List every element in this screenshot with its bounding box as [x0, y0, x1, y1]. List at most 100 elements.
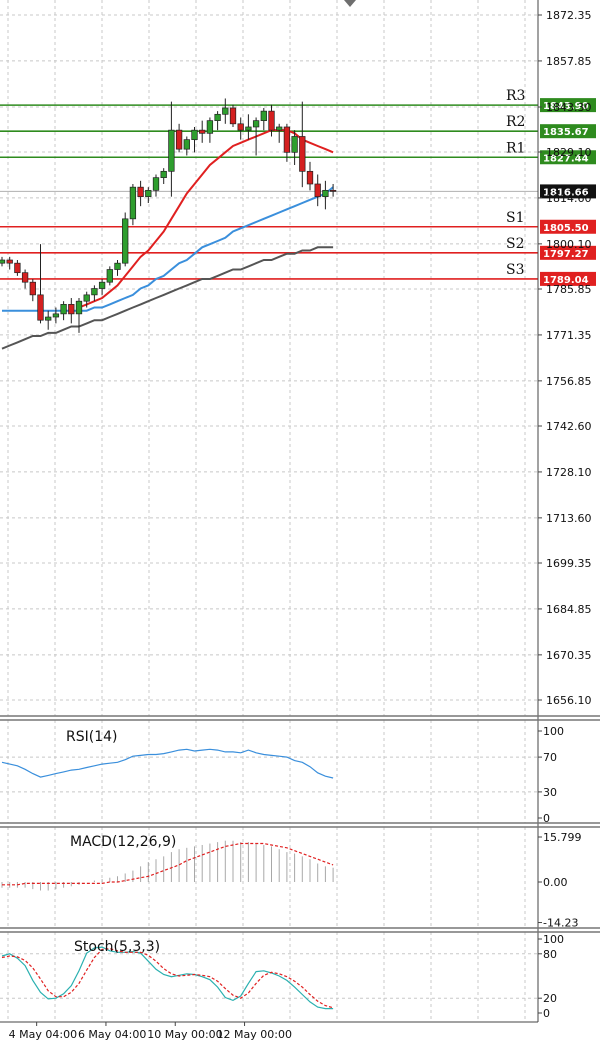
candle-body — [29, 281, 36, 296]
level-price-tag-label-r3: 1843.90 — [543, 101, 589, 112]
level-name-s3: S3 — [506, 262, 525, 278]
price-tick-label: 1656.10 — [546, 694, 592, 707]
current-price-tag-label: 1816.66 — [543, 187, 589, 198]
candlesticks — [0, 98, 337, 333]
candle-body — [191, 129, 198, 140]
price-tick-label: 1829.10 — [546, 146, 592, 159]
level-name-r3: R3 — [506, 88, 525, 104]
rsi-tick-label: 70 — [543, 751, 557, 764]
moving-average-line — [1, 246, 334, 350]
price-tick-label: 1728.10 — [546, 466, 592, 479]
candle-body — [122, 218, 129, 264]
price-tick-label: 1857.85 — [546, 55, 592, 68]
candle-body — [222, 107, 229, 115]
candle-body — [114, 262, 121, 270]
level-price-tag-r3 — [540, 98, 596, 113]
candle-body — [306, 170, 314, 185]
candle-body — [37, 294, 44, 321]
rsi-tick-label: 30 — [543, 786, 557, 799]
price-tick-label: 1843.30 — [546, 101, 592, 114]
candle-body — [137, 186, 144, 198]
moving-average-line — [78, 129, 334, 309]
candle-body — [52, 313, 60, 318]
stoch-tick-label: 80 — [543, 948, 557, 961]
candle-body — [14, 262, 21, 274]
price-tick-label: 1771.35 — [546, 329, 592, 342]
price-tick-label: 1699.35 — [546, 557, 592, 570]
level-price-tag-label-r1: 1827.44 — [543, 153, 589, 164]
level-price-tag-r2 — [540, 124, 596, 139]
candle-body — [299, 136, 306, 172]
support-resistance-levels: R3 1843.90 R2 1835.67 R1 1827.44 S1 1805.50 S2 17… — [0, 88, 596, 286]
price-tick-label: 1814.60 — [546, 192, 592, 205]
stoch-label: Stoch(5,3,3) — [74, 939, 160, 955]
rsi-label: RSI(14) — [66, 729, 117, 745]
candle-body — [291, 136, 298, 153]
candle-body — [145, 189, 152, 198]
stoch-tick-label: 100 — [543, 933, 564, 946]
time-tick-label: 6 May 04:00 — [78, 1028, 146, 1041]
candle-body — [75, 300, 83, 315]
time-tick-label: 12 May 00:00 — [217, 1028, 292, 1041]
level-name-s2: S2 — [506, 236, 525, 252]
macd-tick-label: 0.00 — [543, 876, 568, 889]
level-price-tag-label-s2: 1797.27 — [543, 249, 589, 260]
candle-body — [0, 259, 6, 264]
price-tick-label: 1756.85 — [546, 375, 592, 388]
candle-body — [160, 170, 167, 179]
candle-body — [268, 110, 275, 131]
candle-body — [168, 129, 175, 172]
candle-body — [252, 120, 260, 128]
candle-body — [6, 259, 13, 264]
level-name-r1: R1 — [506, 140, 525, 156]
candle-body — [68, 304, 75, 315]
candle-body — [214, 113, 221, 121]
candle-body — [237, 123, 244, 131]
grid — [0, 0, 538, 1022]
price-tick-label: 1800.10 — [546, 238, 592, 251]
level-price-tag-r1 — [540, 150, 596, 165]
price-tick-label: 1872.35 — [546, 9, 592, 22]
level-price-tag-s3 — [540, 271, 596, 286]
chart-shift-marker[interactable] — [344, 0, 356, 7]
candle-body — [175, 129, 183, 150]
candle-body — [45, 316, 52, 321]
candle-body — [98, 281, 106, 289]
rsi-tick-label: 100 — [543, 725, 564, 738]
candle-body — [276, 126, 283, 131]
candle-body — [260, 110, 267, 121]
price-tick-label: 1684.85 — [546, 603, 592, 616]
indicator-panels: 100 70 30 0 15.799 0.00 -14.23 100 80 20 0 — [0, 725, 582, 1020]
candle-body — [60, 304, 67, 315]
level-price-tag-s2 — [540, 245, 596, 260]
rsi-tick-label: 0 — [543, 812, 550, 825]
price-tick-label: 1742.60 — [546, 420, 592, 433]
level-price-tag-label-r2: 1835.67 — [543, 127, 589, 138]
macd-tick-label: 15.799 — [543, 831, 582, 844]
stoch-tick-label: 0 — [543, 1007, 550, 1020]
candle-body — [322, 189, 329, 198]
level-price-tag-s1 — [540, 219, 596, 234]
level-price-tag-label-s3: 1789.04 — [543, 275, 589, 286]
candle-body — [183, 139, 190, 150]
candle-body — [83, 294, 90, 302]
macd-tick-label: -14.23 — [543, 917, 578, 930]
level-price-tag-label-s1: 1805.50 — [543, 223, 589, 234]
candle-body — [206, 120, 214, 134]
stoch-k-line — [1, 946, 334, 1010]
current-price-tag — [540, 184, 596, 199]
candle-body — [129, 186, 137, 220]
moving-average-line — [2, 186, 334, 312]
level-name-r2: R2 — [506, 114, 525, 130]
rsi-line — [1, 748, 334, 779]
candle-body — [329, 189, 337, 192]
time-tick-label: 10 May 00:00 — [147, 1028, 222, 1041]
level-name-s1: S1 — [506, 210, 525, 226]
candle-body — [229, 107, 237, 125]
price-tick-label: 1785.85 — [546, 283, 592, 296]
moving-averages — [1, 129, 334, 350]
candle-body — [152, 177, 160, 191]
